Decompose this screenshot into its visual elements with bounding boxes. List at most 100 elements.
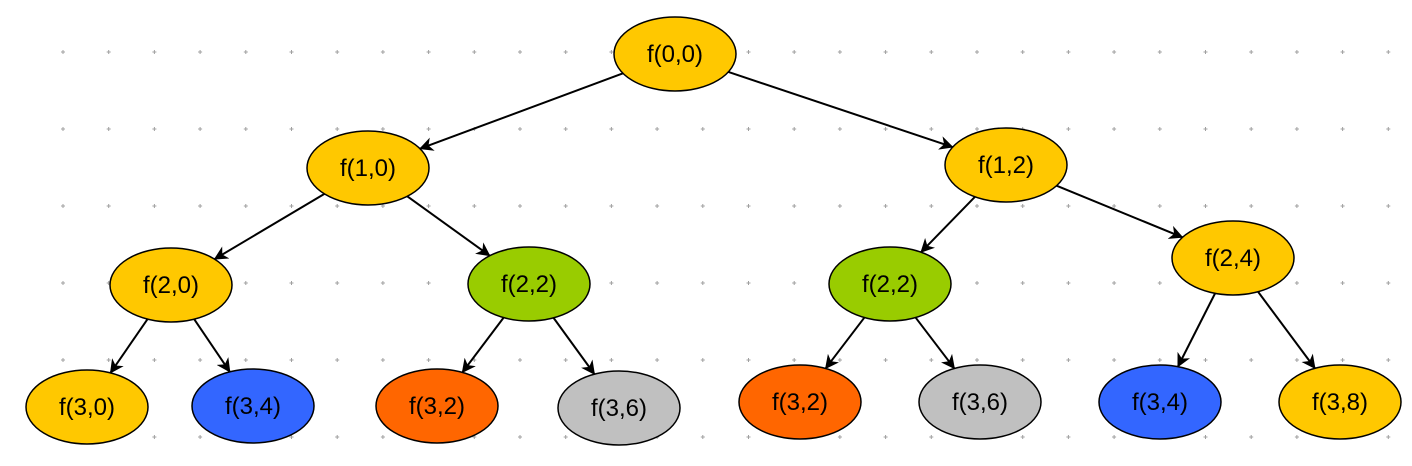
grid-dot: [609, 204, 614, 208]
grid-dot: [1249, 358, 1254, 362]
node-f22b: f(2,2): [828, 246, 952, 322]
grid-dot: [563, 358, 568, 362]
grid-dot: [837, 50, 842, 54]
grid-dot: [1203, 50, 1208, 54]
grid-dot: [563, 127, 568, 131]
grid-dot: [335, 50, 340, 54]
node-label: f(2,4): [1205, 245, 1261, 272]
node-ellipse: [1098, 364, 1222, 440]
grid-dot: [746, 50, 751, 54]
grid-dot: [975, 204, 979, 208]
grid-dot: [746, 281, 751, 285]
grid-dot: [792, 281, 797, 285]
grid-dot: [1249, 50, 1254, 54]
grid-dot: [1294, 50, 1299, 54]
grid-dot: [1157, 50, 1162, 54]
grid-dot: [837, 127, 842, 131]
grid-dot: [518, 435, 522, 439]
node-f12: f(1,2): [944, 127, 1068, 203]
grid-dot: [700, 435, 705, 439]
node-label: f(1,0): [340, 155, 396, 182]
grid-dot: [1112, 127, 1117, 131]
edge-f22b-to-f32b: [824, 316, 866, 370]
grid-dot: [1294, 204, 1299, 208]
grid-dot: [563, 50, 568, 54]
grid-dot: [1203, 358, 1208, 362]
grid-dot: [426, 358, 431, 362]
grid-dot: [289, 50, 294, 54]
edge-layer: [109, 70, 1316, 375]
grid-dot: [837, 204, 842, 208]
grid-dot: [1249, 127, 1254, 131]
node-ellipse: [613, 16, 737, 92]
grid-dot: [563, 204, 568, 208]
edge-f24-to-f34b: [1177, 292, 1216, 368]
grid-dot: [1340, 281, 1345, 285]
grid-dot: [1249, 435, 1254, 439]
grid-dot: [1294, 435, 1299, 439]
grid-dot: [61, 50, 65, 54]
node-f22a: f(2,2): [467, 246, 591, 322]
grid-dot: [335, 435, 340, 439]
grid-dot: [1294, 281, 1299, 285]
grid-dot: [655, 204, 660, 208]
grid-dot: [61, 281, 65, 285]
node-label: f(2,2): [862, 271, 918, 298]
grid-dot: [289, 435, 294, 439]
grid-dot: [380, 50, 385, 54]
node-ellipse: [557, 370, 681, 446]
grid-dot: [380, 127, 385, 131]
node-ellipse: [1171, 220, 1295, 296]
node-ellipse: [467, 246, 591, 322]
node-label: f(2,2): [501, 271, 557, 298]
node-label: f(3,4): [225, 393, 281, 420]
edge-f00-to-f12: [728, 70, 954, 150]
node-ellipse: [306, 130, 430, 206]
grid-dot: [655, 358, 660, 362]
grid-dot: [792, 50, 797, 54]
grid-dot: [472, 204, 477, 208]
edge-f12-to-f24: [1056, 184, 1184, 239]
grid-dot: [792, 127, 797, 131]
node-ellipse: [738, 364, 862, 440]
grid-dot: [1020, 50, 1025, 54]
grid-dot: [929, 435, 934, 439]
grid-dot: [1249, 204, 1254, 208]
grid-dot: [1020, 204, 1025, 208]
grid-dot: [380, 281, 385, 285]
node-f00: f(0,0): [613, 16, 737, 92]
node-ellipse: [191, 368, 315, 444]
grid-dot: [518, 50, 522, 54]
edge-f22b-to-f36b: [914, 316, 956, 370]
grid-dot: [1157, 127, 1162, 131]
node-ellipse: [375, 368, 499, 444]
grid-dot: [883, 50, 888, 54]
edge-f20-to-f30: [109, 318, 149, 374]
node-f38: f(3,8): [1278, 364, 1402, 440]
grid-dot: [243, 281, 248, 285]
node-label: f(3,2): [409, 393, 465, 420]
grid-dot: [152, 50, 157, 54]
node-f32b: f(3,2): [738, 364, 862, 440]
grid-dot: [700, 204, 705, 208]
grid-dot: [1386, 204, 1391, 208]
grid-dot: [700, 358, 705, 362]
node-f20: f(2,0): [109, 247, 233, 323]
grid-dot: [609, 358, 614, 362]
grid-dot: [1112, 281, 1117, 285]
node-label: f(3,2): [772, 389, 828, 416]
grid-dot: [1386, 50, 1391, 54]
grid-dot: [1340, 358, 1345, 362]
grid-dot: [1066, 50, 1071, 54]
grid-dot: [289, 204, 294, 208]
grid-dot: [61, 127, 65, 131]
grid-dot: [1294, 127, 1299, 131]
grid-dot: [700, 281, 705, 285]
node-f24: f(2,4): [1171, 220, 1295, 296]
grid-dot: [1203, 127, 1208, 131]
grid-dot: [1157, 281, 1162, 285]
node-f30: f(3,0): [25, 369, 149, 445]
edge-f10-to-f20: [213, 193, 325, 260]
grid-dot: [198, 435, 203, 439]
